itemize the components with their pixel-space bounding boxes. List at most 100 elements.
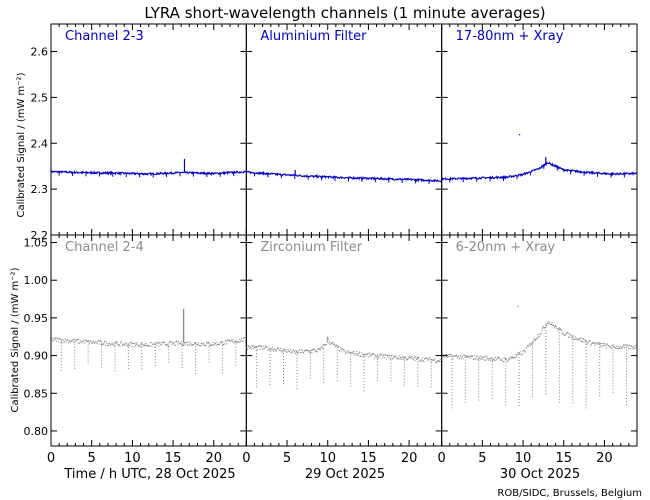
data-point	[407, 357, 409, 359]
dip-point	[505, 359, 507, 361]
data-point	[245, 339, 246, 341]
data-point	[604, 343, 606, 344]
data-point	[476, 355, 478, 357]
dip-point	[256, 380, 258, 382]
dip-point	[505, 365, 507, 367]
data-point	[467, 357, 469, 359]
data-point	[416, 359, 418, 360]
dip-point	[572, 396, 574, 398]
dip-point	[256, 377, 258, 379]
dip-point	[336, 358, 338, 360]
data-point	[208, 342, 210, 344]
data-point	[415, 356, 416, 358]
data-point	[616, 345, 618, 347]
dip-point	[60, 357, 62, 359]
dip-point	[336, 379, 338, 381]
data-point	[541, 327, 543, 329]
data-point	[102, 344, 104, 346]
data-point	[262, 348, 263, 350]
dip-point	[336, 355, 338, 357]
data-point	[112, 343, 114, 345]
dip-point	[323, 351, 325, 353]
dip-point	[323, 378, 325, 380]
data-point	[133, 343, 134, 345]
dip-point	[626, 394, 627, 396]
dip-point	[235, 343, 237, 345]
dip-point	[256, 371, 258, 373]
dip-point	[127, 346, 129, 348]
data-point	[577, 338, 579, 340]
data-point	[530, 345, 532, 347]
data-point	[203, 343, 205, 345]
data-point	[64, 338, 66, 340]
dip-point	[377, 364, 378, 366]
data-point	[499, 359, 501, 361]
data-point	[268, 345, 270, 347]
dip-point	[221, 360, 223, 362]
dip-point	[430, 362, 432, 364]
dip-point	[532, 392, 533, 394]
dip-point	[532, 371, 533, 373]
dip-point	[323, 381, 325, 383]
data-point	[204, 345, 206, 347]
dip-point	[612, 382, 614, 384]
outlier-point	[517, 305, 519, 308]
data-point	[185, 342, 187, 343]
dip-point	[154, 353, 156, 354]
dip-point	[599, 380, 601, 382]
data-point	[351, 351, 353, 353]
dip-point	[60, 345, 62, 347]
data-point	[209, 344, 211, 346]
data-point	[444, 357, 446, 359]
data-point	[551, 323, 553, 325]
data-point	[66, 339, 68, 341]
dip-point	[403, 363, 405, 365]
data-point	[540, 333, 541, 335]
dip-point	[127, 358, 129, 360]
dip-point	[114, 352, 116, 354]
data-point	[151, 343, 153, 345]
data-point	[611, 345, 613, 346]
data-point	[558, 327, 560, 329]
data-point	[67, 339, 69, 341]
data-point	[310, 349, 312, 351]
data-point	[160, 344, 162, 346]
data-point	[612, 344, 614, 346]
data-point	[459, 357, 461, 359]
dip-point	[626, 403, 627, 405]
data-point	[595, 341, 597, 343]
data-point	[109, 345, 111, 347]
data-point	[576, 339, 578, 341]
data-point	[560, 328, 562, 330]
data-point	[488, 358, 490, 360]
data-point	[385, 354, 386, 356]
data-point	[284, 348, 286, 350]
dip-point	[626, 370, 627, 372]
dip-point	[390, 380, 392, 382]
data-point	[56, 340, 58, 342]
data-point	[123, 343, 125, 345]
dip-point	[451, 377, 453, 379]
dip-point	[74, 346, 76, 348]
dip-point	[114, 370, 116, 372]
data-point	[108, 343, 110, 345]
data-point	[180, 343, 182, 345]
dip-point	[256, 359, 258, 361]
data-point	[569, 336, 571, 338]
data-point	[596, 343, 597, 344]
data-point	[147, 344, 149, 346]
data-point	[135, 344, 136, 346]
series-points	[441, 305, 638, 409]
dip-point	[464, 368, 466, 370]
data-point	[360, 355, 362, 357]
data-point	[515, 355, 517, 357]
data-point	[403, 358, 405, 360]
data-point	[580, 340, 582, 342]
data-point	[510, 356, 512, 358]
dip-point	[363, 363, 365, 365]
dip-point	[518, 378, 520, 379]
data-point	[331, 343, 332, 344]
data-point	[168, 345, 170, 347]
data-point	[383, 354, 385, 356]
panel-label: 6-20nm + Xray	[456, 240, 556, 255]
